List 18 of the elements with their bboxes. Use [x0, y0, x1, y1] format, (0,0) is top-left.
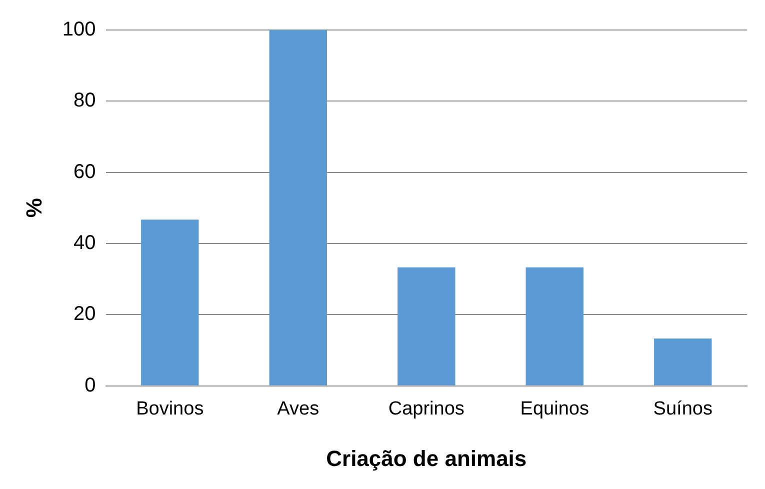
- bar: [654, 338, 712, 386]
- x-tick-label: Equinos: [520, 398, 589, 420]
- y-tick-label: 0: [84, 374, 96, 396]
- bar: [141, 220, 199, 386]
- x-tick-label: Aves: [277, 398, 320, 420]
- y-tick-label: 20: [74, 303, 96, 326]
- bar: [526, 267, 584, 386]
- x-tick-label: Suínos: [653, 398, 712, 420]
- x-axis-title: Criação de animais: [326, 446, 527, 471]
- y-tick-label: 40: [74, 232, 96, 254]
- y-tick-label: 60: [74, 160, 96, 183]
- y-tick-label: 100: [62, 18, 96, 41]
- x-tick-label: Caprinos: [388, 398, 464, 420]
- bar: [398, 267, 456, 386]
- y-tick-label: 80: [74, 90, 96, 112]
- bar: [269, 30, 327, 386]
- y-axis-title: %: [21, 198, 46, 218]
- x-tick-label: Bovinos: [136, 398, 204, 420]
